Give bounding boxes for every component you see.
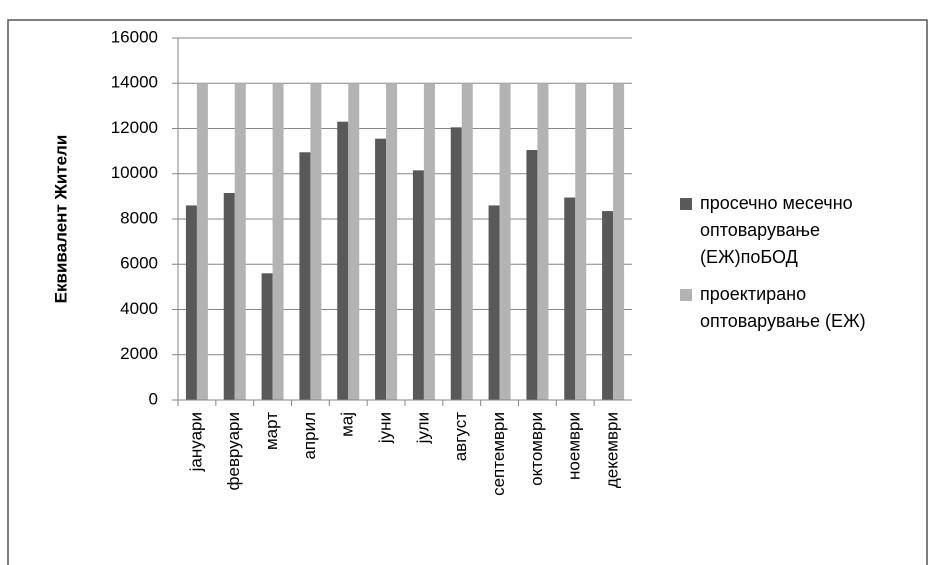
bar (386, 83, 398, 400)
y-tick-label: 2000 (120, 344, 158, 363)
y-tick-label: 4000 (120, 299, 158, 318)
bar (537, 83, 549, 400)
y-tick-label: 0 (149, 389, 158, 408)
x-tick-label: септември (489, 412, 508, 496)
bar (299, 152, 311, 400)
x-tick-label: јануари (186, 412, 205, 472)
bar (185, 205, 197, 400)
x-tick-label: август (451, 412, 470, 461)
bar (337, 121, 349, 401)
bar (310, 83, 322, 400)
bar (450, 127, 462, 401)
x-tick-label: март (262, 412, 281, 450)
legend-label: просечно месечно оптоварување (ЕЖ)поБОД (700, 193, 853, 267)
bar (575, 83, 587, 400)
y-tick-label: 8000 (120, 208, 158, 227)
legend-swatch (680, 198, 692, 210)
legend: просечно месечно оптоварување (ЕЖ)поБОД п… (680, 190, 920, 345)
legend-item: просечно месечно оптоварување (ЕЖ)поБОД (680, 190, 920, 271)
x-tick-label: ноември (565, 412, 584, 480)
bar (272, 83, 284, 400)
y-tick-label: 12000 (111, 118, 158, 137)
legend-item: проектирано оптоварување (ЕЖ) (680, 281, 920, 335)
bar (488, 205, 500, 400)
legend-swatch (680, 289, 692, 301)
x-tick-label: јули (413, 412, 432, 444)
x-tick-label: февруари (224, 412, 243, 490)
bar (196, 83, 208, 400)
bar (602, 211, 614, 400)
y-tick-label: 14000 (111, 73, 158, 92)
bar (234, 83, 246, 400)
bar (526, 149, 538, 400)
legend-label: проектирано оптоварување (ЕЖ) (700, 284, 866, 331)
x-tick-label: октомври (527, 412, 546, 486)
x-tick-label: мај (338, 412, 357, 437)
y-axis-label: Еквивалент Жители (51, 135, 70, 304)
bar (375, 138, 387, 400)
bar (564, 197, 576, 400)
bar (348, 83, 360, 400)
bar (261, 273, 273, 400)
bar (499, 83, 511, 400)
bar (223, 192, 235, 400)
y-tick-label: 16000 (111, 27, 158, 46)
frame (7, 19, 928, 565)
y-tick-label: 10000 (111, 163, 158, 182)
bar (461, 83, 473, 400)
x-tick-label: април (300, 412, 319, 460)
y-tick-label: 6000 (120, 254, 158, 273)
bar (613, 83, 625, 400)
x-tick-label: декември (603, 412, 622, 488)
x-tick-label: јуни (376, 412, 395, 444)
bar (412, 170, 424, 400)
bar (423, 83, 435, 400)
